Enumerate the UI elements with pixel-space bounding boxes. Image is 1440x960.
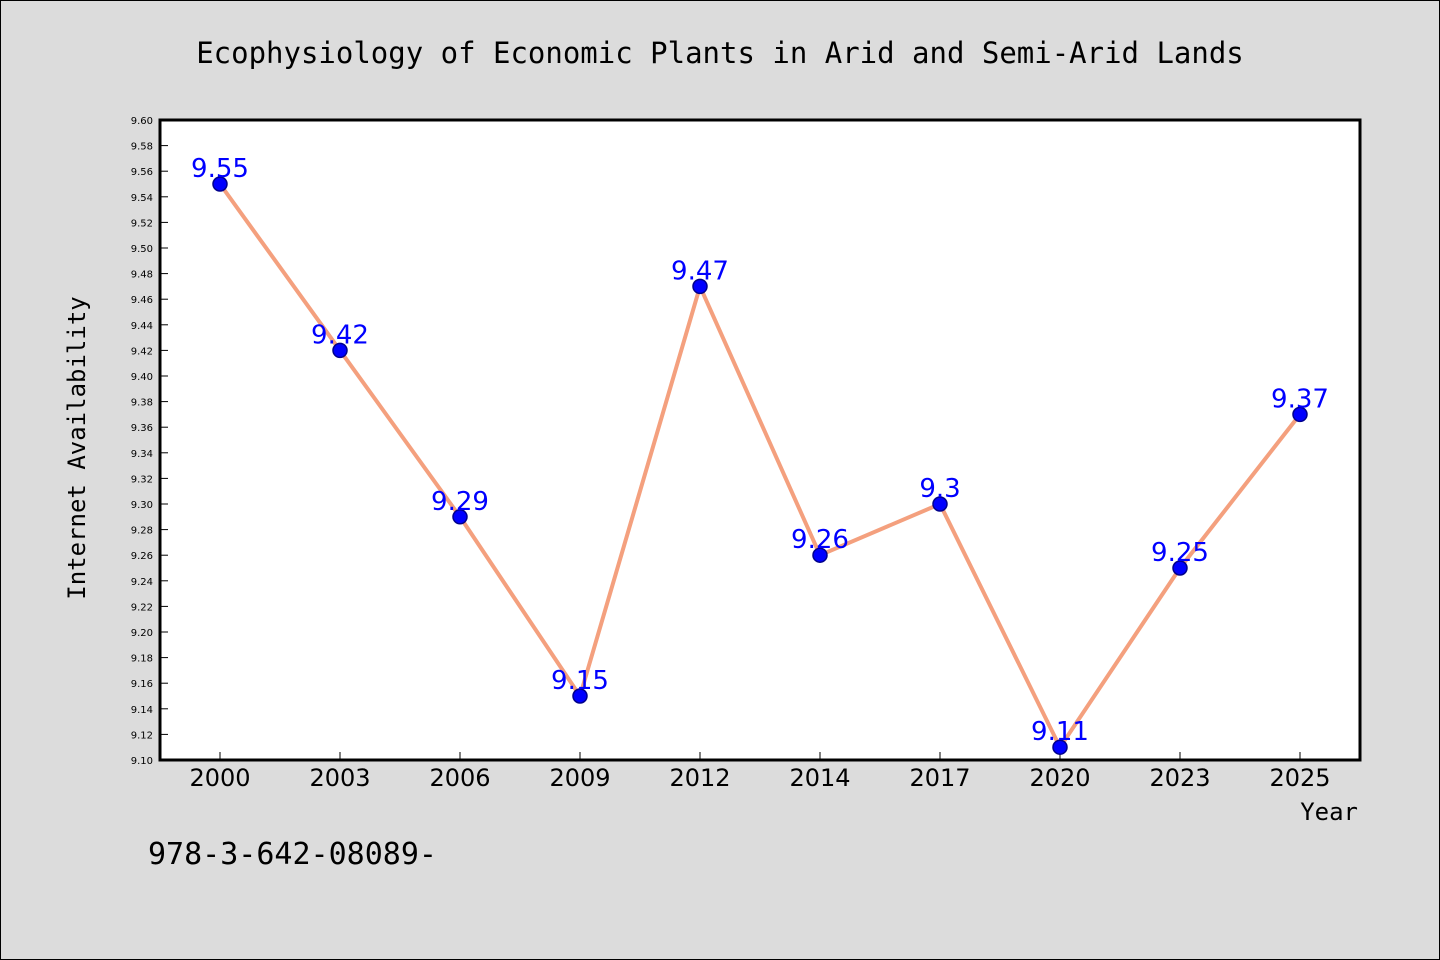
y-tick-label: 9.28 <box>131 526 153 537</box>
x-tick-label: 2023 <box>1149 764 1210 792</box>
data-label: 9.47 <box>671 256 729 286</box>
data-label: 9.25 <box>1151 538 1209 568</box>
y-tick-label: 9.52 <box>131 218 153 229</box>
x-tick-label: 2012 <box>669 764 730 792</box>
y-tick-label: 9.46 <box>131 295 153 306</box>
y-tick-label: 9.20 <box>131 628 153 639</box>
y-tick-label: 9.50 <box>131 244 153 255</box>
y-tick-label: 9.44 <box>131 321 153 332</box>
y-tick-label: 9.16 <box>131 679 153 690</box>
chart-title: Ecophysiology of Economic Plants in Arid… <box>196 36 1244 70</box>
y-tick-label: 9.56 <box>131 167 153 178</box>
data-label: 9.29 <box>431 487 489 517</box>
y-tick-label: 9.32 <box>131 474 153 485</box>
plot-area <box>160 120 1360 760</box>
x-tick-label: 2025 <box>1269 764 1330 792</box>
y-tick-label: 9.40 <box>131 372 153 383</box>
y-axis-label: Internet Availability <box>63 296 91 599</box>
y-axis-ticks: 9.10 9.12 9.14 9.16 9.18 9.20 9.22 9.24 9.26 9.28… <box>131 116 168 767</box>
data-label: 9.3 <box>919 474 960 504</box>
plot-border <box>158 118 1362 762</box>
y-tick-label: 9.54 <box>131 193 153 204</box>
y-tick-label: 9.38 <box>131 398 153 409</box>
x-tick-label: 2017 <box>909 764 970 792</box>
y-tick-label: 9.58 <box>131 142 153 153</box>
data-point <box>452 509 468 525</box>
x-axis-label: Year <box>1300 798 1358 826</box>
data-point <box>1172 560 1188 576</box>
y-tick-label: 9.10 <box>131 756 153 767</box>
data-labels: 9.55 9.42 9.29 9.15 9.47 9.26 9.3 9.11 9.25 9.37 <box>191 154 1329 747</box>
y-tick-label: 9.30 <box>131 500 153 511</box>
y-tick-label: 9.48 <box>131 270 153 281</box>
data-point <box>692 278 708 295</box>
x-axis-ticks: 2000 2003 2006 2009 2012 2014 2017 2020 2023 2025 <box>189 752 1331 792</box>
x-tick-label: 2003 <box>309 764 370 792</box>
isbn-footer-text: 978-3-642-08089- <box>148 837 437 872</box>
y-tick-label: 9.26 <box>131 551 153 562</box>
y-tick-label: 9.14 <box>131 705 153 716</box>
data-point <box>572 688 588 704</box>
x-tick-label: 2000 <box>189 764 250 792</box>
data-point <box>1292 406 1308 423</box>
data-label: 9.55 <box>191 154 249 184</box>
data-label: 9.11 <box>1031 717 1089 747</box>
y-tick-label: 9.24 <box>131 577 153 588</box>
y-tick-label: 9.34 <box>131 449 153 460</box>
y-tick-label: 9.42 <box>131 346 153 357</box>
data-point <box>932 496 948 512</box>
data-point <box>332 342 348 359</box>
data-point <box>812 547 828 563</box>
data-label: 9.42 <box>311 320 369 350</box>
y-tick-label: 9.18 <box>131 654 153 665</box>
series-line <box>218 182 1302 750</box>
data-markers <box>212 176 1308 755</box>
data-label: 9.37 <box>1271 384 1329 414</box>
y-tick-label: 9.36 <box>131 423 153 434</box>
x-tick-label: 2009 <box>549 764 610 792</box>
x-tick-label: 2006 <box>429 764 490 792</box>
y-tick-label: 9.60 <box>131 116 153 127</box>
x-tick-label: 2014 <box>789 764 850 792</box>
data-point <box>212 176 228 192</box>
data-label: 9.15 <box>551 666 609 696</box>
y-tick-label: 9.22 <box>131 602 153 613</box>
data-label: 9.26 <box>791 525 849 555</box>
x-tick-label: 2020 <box>1029 764 1090 792</box>
y-tick-label: 9.12 <box>131 730 153 741</box>
data-point <box>1052 739 1068 755</box>
